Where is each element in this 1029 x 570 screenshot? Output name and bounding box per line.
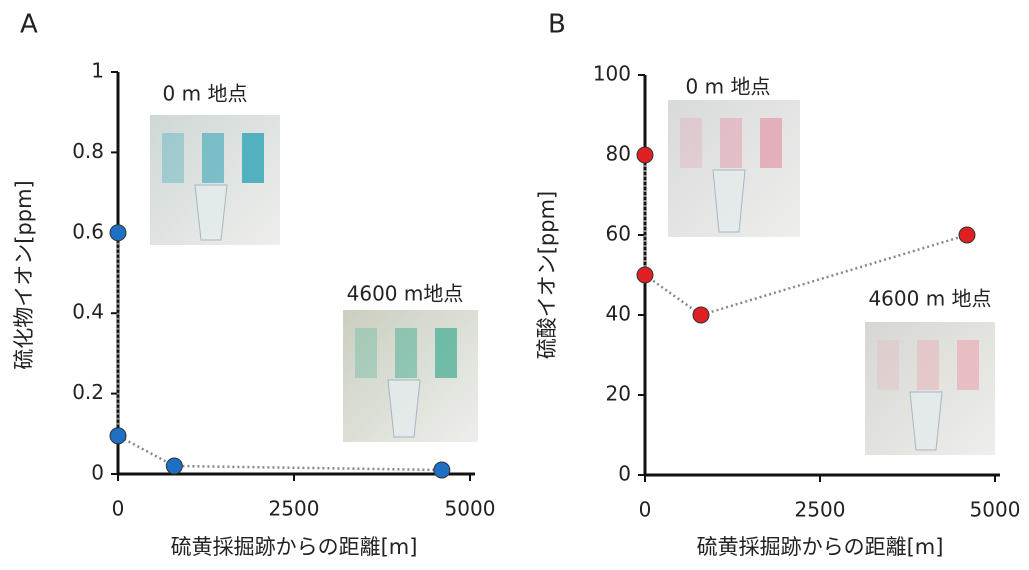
color-swatch <box>435 328 457 378</box>
figure: A 硫化物イオン[ppm] 硫黄採掘跡からの距離[m] 0 m 地点 4600 m地点 0… <box>0 0 1029 566</box>
color-swatch <box>242 133 264 183</box>
x-axis-label: 硫黄採掘跡からの距離[m] <box>697 535 944 559</box>
y-tick-label: 1 <box>91 59 104 83</box>
data-point <box>637 147 653 163</box>
y-tick-label: 0.6 <box>72 219 104 243</box>
y-tick-label: 60 <box>606 222 631 246</box>
color-swatch <box>877 340 899 390</box>
x-tick-label: 2500 <box>795 498 846 522</box>
color-swatch <box>917 340 939 390</box>
color-swatch <box>957 340 979 390</box>
annotation: 0 m 地点 <box>686 75 771 99</box>
test-tube <box>388 380 420 437</box>
test-tube <box>713 170 745 232</box>
y-tick-label: 0.8 <box>72 139 104 163</box>
color-swatch <box>760 118 782 168</box>
y-axis-label: 硫酸イオン[ppm] <box>535 191 559 360</box>
color-swatch <box>395 328 417 378</box>
data-point <box>110 428 126 444</box>
data-point <box>110 225 126 241</box>
data-point <box>166 458 182 474</box>
test-tube <box>910 392 942 450</box>
test-tube <box>195 185 227 240</box>
y-tick-label: 100 <box>593 62 631 86</box>
data-point <box>693 307 709 323</box>
data-point <box>959 227 975 243</box>
color-swatch <box>355 328 377 378</box>
y-tick-label: 0.4 <box>72 300 104 324</box>
annotation: 4600 m地点 <box>347 282 464 306</box>
annotation: 0 m 地点 <box>163 82 248 106</box>
y-tick-label: 20 <box>606 382 631 406</box>
color-swatch <box>202 133 224 183</box>
x-tick-label: 5000 <box>445 497 496 521</box>
y-tick-label: 0 <box>91 461 104 485</box>
data-point <box>434 462 450 478</box>
y-tick-label: 0 <box>618 462 631 486</box>
x-tick-label: 0 <box>112 497 125 521</box>
panel-label: A <box>20 10 38 40</box>
x-tick-label: 5000 <box>970 498 1021 522</box>
color-swatch <box>162 133 184 183</box>
panel-label: B <box>548 10 566 40</box>
color-swatch <box>720 118 742 168</box>
y-tick-label: 40 <box>606 302 631 326</box>
x-tick-label: 2500 <box>269 497 320 521</box>
annotation: 4600 m 地点 <box>868 287 991 311</box>
color-swatch <box>680 118 702 168</box>
y-tick-label: 80 <box>606 142 631 166</box>
x-axis-label: 硫黄採掘跡からの距離[m] <box>171 535 418 559</box>
y-axis-label: 硫化物イオン[ppm] <box>12 180 36 370</box>
y-tick-label: 0.2 <box>72 380 104 404</box>
data-point <box>637 267 653 283</box>
x-tick-label: 0 <box>639 498 652 522</box>
